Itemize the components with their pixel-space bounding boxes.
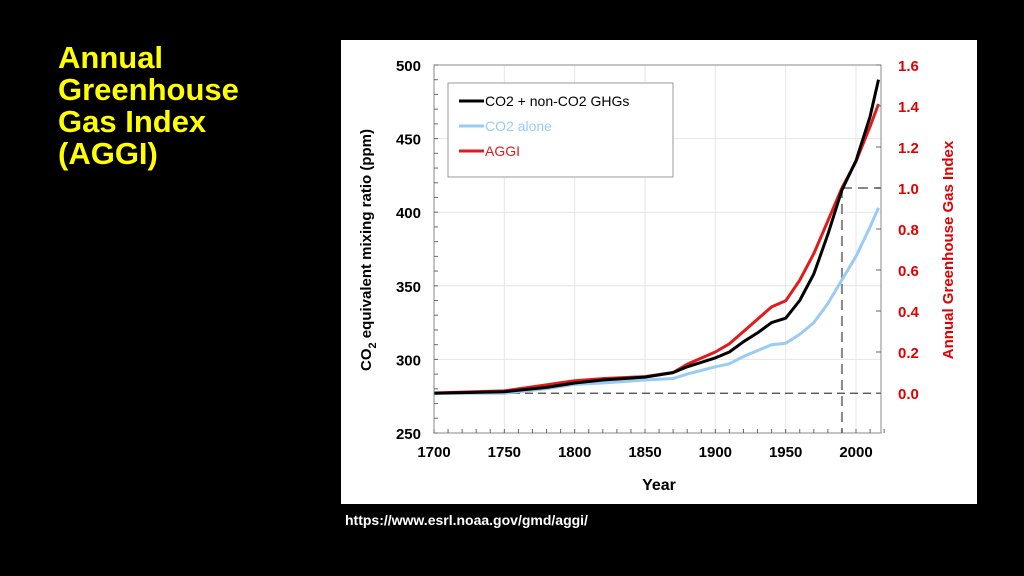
y-right-tick-label: 1.6: [898, 58, 919, 75]
reference-lines: [434, 187, 881, 433]
series-line-co2-non-co2-ghgs: [433, 79, 880, 395]
legend-box: [447, 82, 674, 178]
x-tick-label: 1800: [558, 444, 591, 461]
legend-entry: AGGI: [485, 143, 520, 159]
y-right-tick-label: 1.4: [898, 99, 920, 116]
y-axis-label-text: CO2 equivalent mixing ratio (ppm): [358, 129, 379, 371]
y-right-tick-label: 1.0: [898, 181, 919, 198]
legend: CO2 + non-CO2 GHGs CO2 alone AGGI: [447, 82, 674, 178]
x-tick-label: 1750: [488, 444, 521, 461]
x-tick-label: 1950: [769, 444, 802, 461]
y-tick-label: 450: [396, 132, 421, 149]
y-tick-label: 250: [396, 426, 421, 443]
series-lines: [433, 79, 880, 395]
y-tick-label: 350: [396, 279, 421, 296]
y-tick-label: 300: [396, 352, 421, 369]
x-tick-label: 1850: [628, 444, 661, 461]
x-axis-label: Year: [642, 477, 676, 494]
y-axis-right-label: Annual Greenhouse Gas Index: [940, 140, 957, 359]
x-tick-label: 1700: [417, 444, 450, 461]
x-tick-label: 2000: [839, 444, 872, 461]
y-right-tick-label: 0.8: [898, 222, 919, 239]
axis-ticks: 1700 1750 1800 1850 1900 1950 2000 250 300 350 400…: [396, 58, 920, 461]
x-tick-label: 1900: [699, 444, 732, 461]
aggi-chart: 1700 1750 1800 1850 1900 1950 2000 250 300 350 400…: [358, 58, 957, 494]
y-tick-label: 400: [396, 205, 421, 222]
y-right-tick-label: 0.0: [898, 386, 919, 403]
series-line-aggi: [433, 103, 880, 395]
legend-entry: CO2 alone: [485, 118, 552, 134]
source-url[interactable]: https://www.esrl.noaa.gov/gmd/aggi/: [345, 512, 588, 528]
y-right-tick-label: 0.4: [898, 304, 920, 321]
y-axis-label: CO2 equivalent mixing ratio (ppm): [358, 129, 379, 371]
series-line-co2-alone: [434, 207, 880, 395]
chart-panel: 1700 1750 1800 1850 1900 1950 2000 250 300 350 400…: [341, 40, 977, 504]
y-right-tick-label: 1.2: [898, 140, 919, 157]
slide-title: Annual Greenhouse Gas Index (AGGI): [58, 40, 239, 171]
legend-entry: CO2 + non-CO2 GHGs: [485, 93, 629, 109]
y-right-tick-label: 0.2: [898, 345, 919, 362]
y-tick-label: 500: [396, 58, 421, 75]
y-right-tick-label: 0.6: [898, 263, 919, 280]
plot-frame: [433, 64, 882, 434]
